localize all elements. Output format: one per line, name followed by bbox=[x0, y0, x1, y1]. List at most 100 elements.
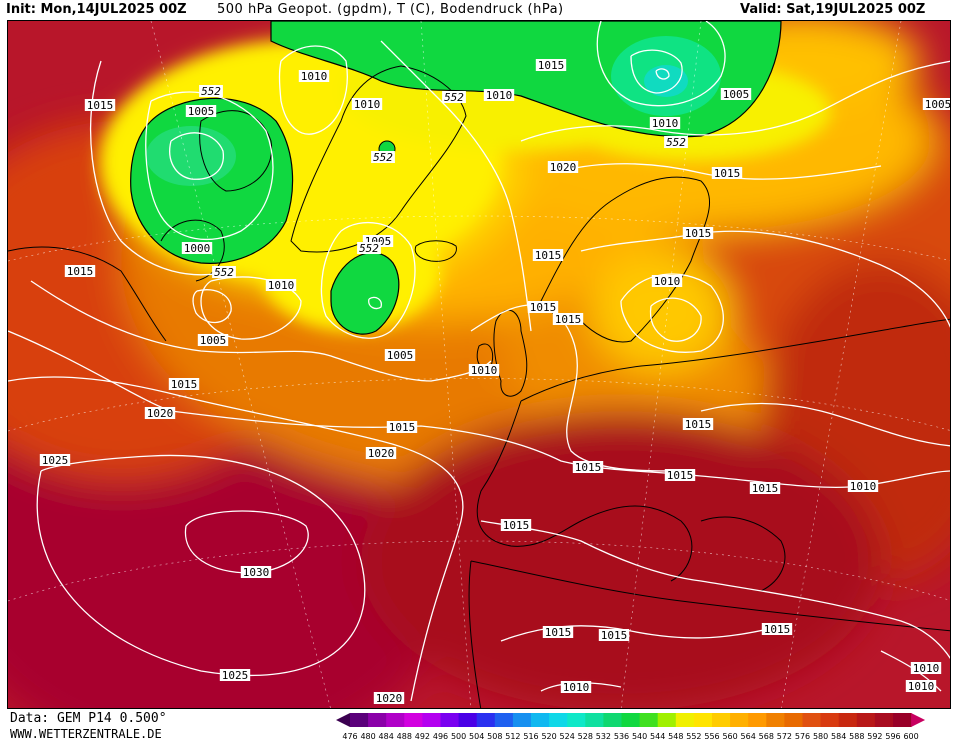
isobar-label-text: 552 bbox=[666, 136, 686, 149]
isobar-label-text: 1015 bbox=[503, 519, 530, 532]
isobar-label: 1010 bbox=[905, 680, 937, 693]
isobar-label-text: 552 bbox=[359, 242, 379, 255]
scale-swatch bbox=[766, 713, 785, 727]
isobar-label: 1015 bbox=[542, 626, 574, 639]
isobar-label-bg bbox=[651, 275, 683, 287]
isobar-label-bg bbox=[144, 407, 176, 419]
scale-tick-label: 548 bbox=[668, 732, 684, 741]
scale-swatch bbox=[820, 713, 840, 727]
isobar-label: 1000 bbox=[181, 242, 213, 255]
isobar-label-bg bbox=[483, 89, 515, 101]
isobar-label-bg bbox=[682, 418, 714, 430]
isobar-label: 1015 bbox=[64, 265, 96, 278]
scale-swatch bbox=[494, 713, 514, 727]
isobar-label: 1010 bbox=[265, 279, 297, 292]
isobar-label-text: 1010 bbox=[908, 680, 935, 693]
isobar-label: 1015 bbox=[761, 623, 793, 636]
isobar-label-bg bbox=[219, 669, 251, 681]
isobar-label: 552 bbox=[664, 136, 688, 149]
scale-tick-label: 556 bbox=[704, 732, 720, 741]
isobar-label: 1005 bbox=[720, 88, 752, 101]
isobar-label-text: 1020 bbox=[550, 161, 577, 174]
data-source: Data: GEM P14 0.500° bbox=[10, 711, 167, 726]
isobar-label-text: 1000 bbox=[184, 242, 211, 255]
isobar-label-bg bbox=[365, 447, 397, 459]
isobar-label: 1010 bbox=[649, 117, 681, 130]
scale-tick-label: 564 bbox=[740, 732, 756, 741]
isobar-label-bg bbox=[552, 313, 584, 325]
isobar-label-bg bbox=[181, 242, 213, 254]
scale-tick-label: 596 bbox=[885, 732, 901, 741]
isobar-label-text: 552 bbox=[444, 91, 464, 104]
isobar-label-bg bbox=[560, 681, 592, 693]
isobar-label-text: 1020 bbox=[376, 692, 403, 705]
scale-tick-label: 580 bbox=[812, 732, 829, 741]
scale-swatch bbox=[639, 713, 659, 727]
isobar-label-bg bbox=[373, 692, 405, 704]
isobar-label-text: 1015 bbox=[67, 265, 94, 278]
scale-tick-label: 528 bbox=[577, 732, 593, 741]
isobar-label-text: 1010 bbox=[471, 364, 498, 377]
scale-swatch bbox=[802, 713, 822, 727]
chart-header: Init: Mon,14JUL2025 00Z 500 hPa Geopot. … bbox=[0, 0, 959, 20]
isobar-label-bg bbox=[384, 349, 416, 361]
isobar-label: 1005 bbox=[197, 334, 229, 347]
scale-tick-label: 560 bbox=[722, 732, 738, 741]
isobar-label: 1010 bbox=[847, 480, 879, 493]
scale-swatch bbox=[874, 713, 894, 727]
scale-tick-label: 576 bbox=[794, 732, 811, 741]
scale-swatch bbox=[368, 713, 387, 727]
isobar-label: 1015 bbox=[682, 227, 714, 240]
isobar-label-text: 1015 bbox=[530, 301, 557, 314]
isobar-label: 1010 bbox=[298, 70, 330, 83]
isobar-label: 1010 bbox=[351, 98, 383, 111]
scale-tick-label: 512 bbox=[505, 732, 521, 741]
isobar-label-bg bbox=[922, 98, 950, 110]
isobar-label: 1015 bbox=[749, 482, 781, 495]
isobar-label: 1015 bbox=[535, 59, 567, 72]
isobar-label-text: 1015 bbox=[575, 461, 602, 474]
isobar-label-bg bbox=[761, 623, 793, 635]
isobar-label: 1015 bbox=[168, 378, 200, 391]
scale-tick-label: 532 bbox=[595, 732, 612, 741]
isobar-label-text: 1005 bbox=[200, 334, 227, 347]
isobar-label: 552 bbox=[371, 151, 395, 164]
low-area-atlantic bbox=[330, 252, 400, 335]
isobar-label: 1015 bbox=[84, 99, 116, 112]
isobar-label: 552 bbox=[199, 85, 223, 98]
isobar-label-text: 1015 bbox=[764, 623, 791, 636]
graticule bbox=[8, 21, 950, 708]
coastlines bbox=[8, 65, 950, 708]
scale-tick-label: 492 bbox=[414, 732, 431, 741]
isobar-label-text: 1025 bbox=[42, 454, 69, 467]
isobar-label-text: 1015 bbox=[685, 418, 712, 431]
isobar-label-bg bbox=[749, 482, 781, 494]
isobar-label-text: 1030 bbox=[243, 566, 270, 579]
isobar-label-text: 1010 bbox=[301, 70, 328, 83]
isobar-label-bg bbox=[197, 334, 229, 346]
scale-tick-label: 504 bbox=[469, 732, 485, 741]
map-canvas: 1015 1005 552 1010 1010 552 1010 1015 1005 1010 55… bbox=[8, 21, 950, 708]
scale-swatch bbox=[675, 713, 695, 727]
color-scale: 476 480 484 488 492 496 500 504 508 512 516 520 524 5… bbox=[336, 712, 956, 741]
init-time: Init: Mon,14JUL2025 00Z bbox=[6, 2, 187, 17]
isobar-label-text: 1015 bbox=[389, 421, 416, 434]
isobar-label-bg bbox=[371, 151, 395, 163]
isobar-label-text: 1010 bbox=[850, 480, 877, 493]
scale-swatch bbox=[748, 713, 767, 727]
scale-swatch bbox=[893, 713, 912, 727]
isobar-label-bg bbox=[527, 301, 559, 313]
isobar-label: 1010 bbox=[910, 662, 942, 675]
isobar-label-bg bbox=[212, 266, 236, 278]
scale-swatch bbox=[585, 713, 604, 727]
isobar-label-bg bbox=[598, 629, 630, 641]
scale-tick-label: 536 bbox=[613, 732, 630, 741]
isobar-label-bg bbox=[905, 680, 937, 692]
isobar-label-bg bbox=[199, 85, 223, 97]
scale-right-arrow bbox=[911, 713, 926, 727]
isobar-label-text: 1010 bbox=[354, 98, 381, 111]
scale-swatch bbox=[531, 713, 550, 727]
isobar-label-bg bbox=[572, 461, 604, 473]
isobar-label-bg bbox=[84, 99, 116, 111]
isobar-label: 1015 bbox=[598, 629, 630, 642]
